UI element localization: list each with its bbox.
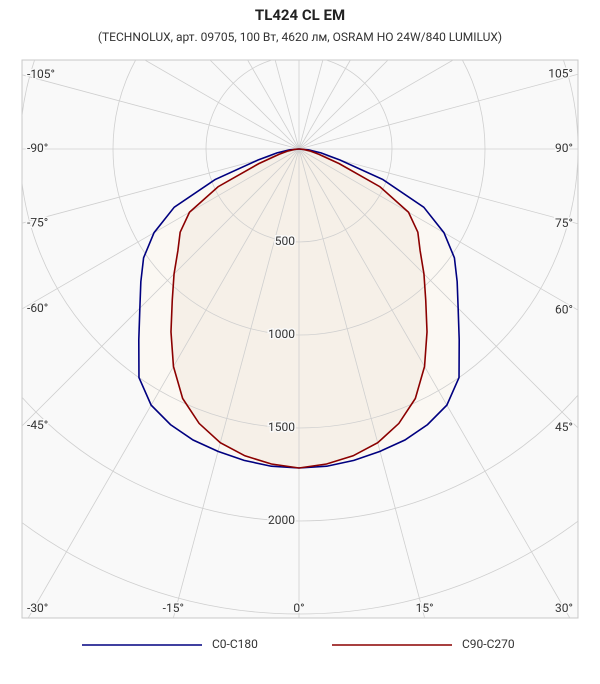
angle-tick-label: -75°	[27, 215, 48, 229]
area	[170, 149, 299, 468]
legend-label: C90-C270	[462, 637, 515, 651]
r-tick-label: 2000	[268, 513, 295, 527]
angle-tick-label: 90°	[555, 141, 573, 155]
area	[299, 149, 428, 468]
grid-ray	[22, 148, 300, 224]
grid-ray	[298, 73, 578, 150]
fills	[138, 149, 460, 468]
labels: -105° -90° -75° -60° -45° -30° -15° 0° 15° 30° 45°…	[26, 65, 575, 617]
grid-ray	[298, 60, 454, 150]
grid-ray	[298, 148, 578, 225]
angle-tick-label: -45°	[27, 418, 48, 432]
r-tick-label: 1000	[268, 327, 295, 341]
r-tick-label: 1500	[268, 420, 295, 434]
angle-tick-label: 105°	[548, 66, 573, 80]
grid-ray	[27, 148, 300, 618]
chart-title: TL424 CL EM	[255, 6, 345, 24]
grid-ray	[298, 148, 426, 618]
grid-ray	[298, 148, 578, 311]
r-tick-label: 500	[275, 234, 295, 248]
grid-ray	[274, 60, 300, 150]
angle-tick-label: -105°	[27, 67, 55, 81]
angle-tick-label: -15°	[163, 601, 184, 615]
grid-ray	[298, 60, 389, 150]
curve	[298, 148, 461, 469]
angle-tick-label: 45°	[555, 420, 573, 434]
angle-tick-label: 30°	[555, 601, 573, 615]
grid-ray	[298, 148, 578, 429]
grid-ray	[172, 148, 300, 618]
angle-tick-label: -90°	[27, 141, 48, 155]
angle-tick-label: 75°	[555, 216, 573, 230]
angle-tick-label: -60°	[27, 301, 48, 315]
grid-ray	[144, 60, 300, 150]
grid-ray	[298, 60, 351, 150]
grid-ray	[247, 60, 300, 150]
grid-ray	[298, 60, 324, 150]
grid-ray	[22, 148, 300, 427]
grid-ray	[22, 148, 300, 310]
curve	[137, 148, 300, 469]
legend: C0-C180 C90-C270	[82, 637, 515, 651]
curves	[137, 148, 461, 469]
grid-ray	[22, 74, 300, 150]
grid-ray	[209, 60, 300, 150]
angle-tick-label: 60°	[555, 302, 573, 316]
grid-ray	[298, 148, 571, 618]
legend-label: C0-C180	[212, 637, 258, 651]
chart-subtitle: (TECHNOLUX, арт. 09705, 100 Вт, 4620 лм,…	[98, 30, 502, 44]
angle-tick-label: -30°	[27, 601, 48, 615]
curve	[170, 148, 300, 469]
angle-tick-label: 0°	[293, 601, 304, 615]
angle-tick-label: 15°	[416, 601, 434, 615]
curve	[298, 148, 428, 469]
